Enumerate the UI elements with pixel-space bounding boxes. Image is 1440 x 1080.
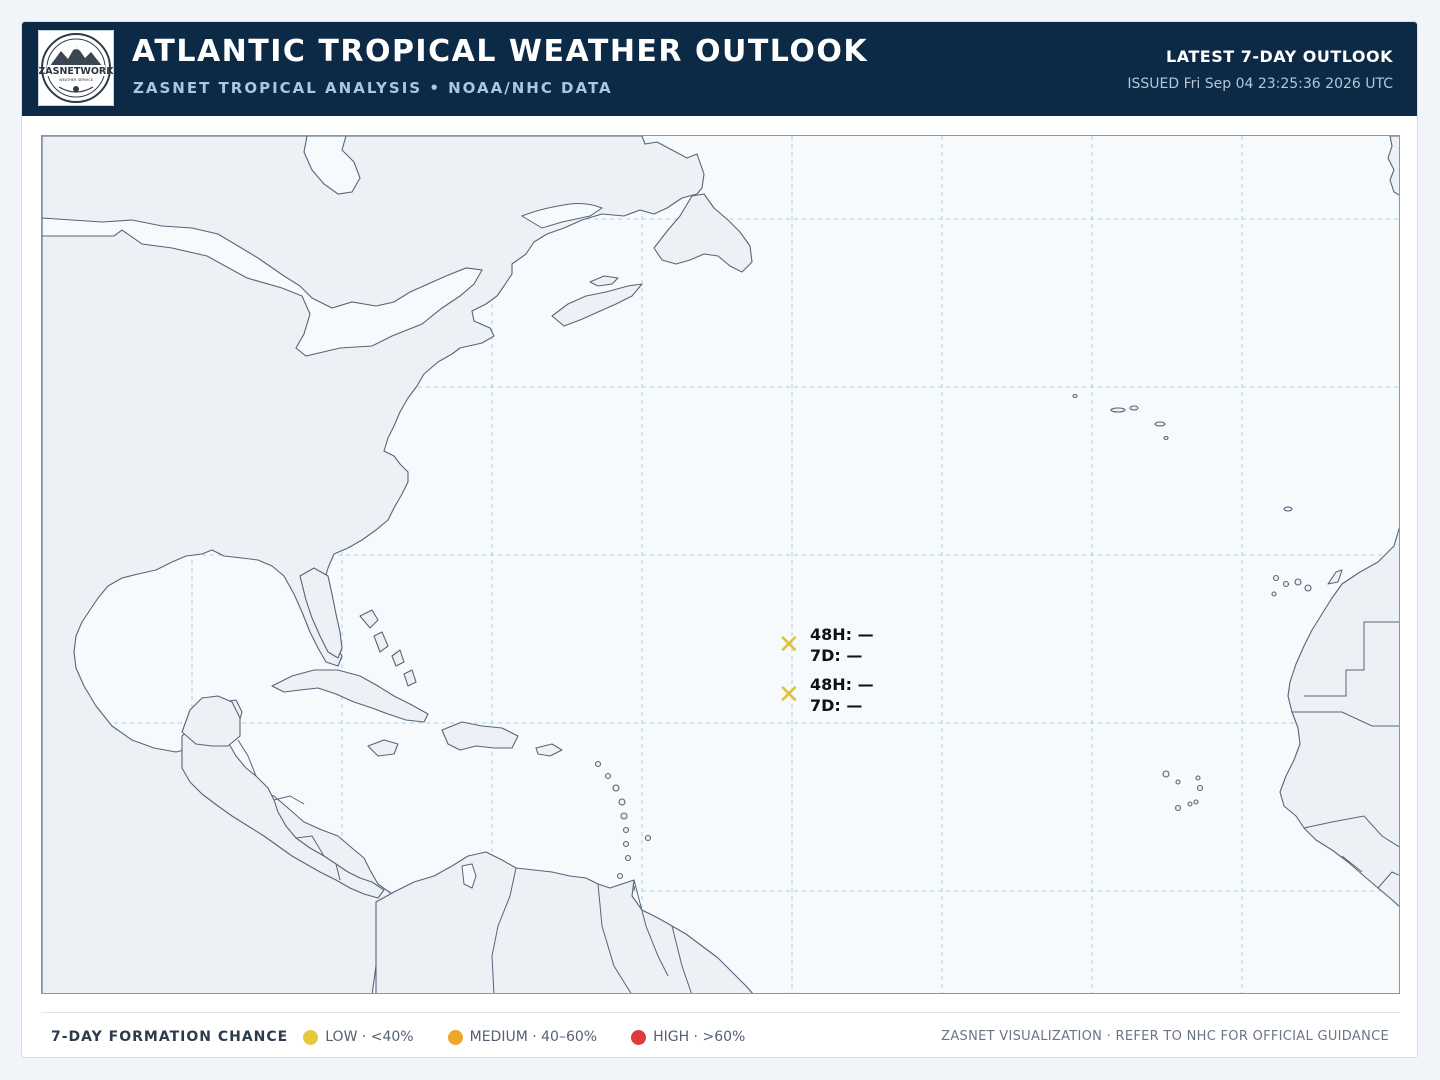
legend-item-high: HIGH · >60% xyxy=(631,1029,745,1045)
james-bay-water xyxy=(303,136,361,195)
nova-scotia xyxy=(551,283,643,327)
cuba-island xyxy=(271,669,429,723)
jamaica-island xyxy=(367,739,399,757)
legend-title: 7-DAY FORMATION CHANCE xyxy=(51,1029,289,1045)
disturbance-x-icon: ✕ xyxy=(778,680,800,710)
south-america-landmass xyxy=(375,851,753,993)
map-canvas xyxy=(42,136,1399,993)
legend-item-low: LOW · <40% xyxy=(303,1029,414,1045)
page-title: ATLANTIC TROPICAL WEATHER OUTLOOK xyxy=(132,34,869,69)
pei-island xyxy=(589,275,619,287)
disturbance-7d-chance: 7D: — xyxy=(810,646,863,665)
cape-verde-islands xyxy=(1162,770,1204,812)
low-chance-dot-icon xyxy=(303,1029,319,1045)
disturbance-7d-chance: 7D: — xyxy=(810,696,863,715)
header-bar: ZASNETWORK WEATHER SERVICE ATLANTIC TROP… xyxy=(22,22,1417,116)
legend-divider xyxy=(41,1012,1400,1013)
newfoundland-island xyxy=(653,193,753,273)
west-africa-landmass xyxy=(1279,526,1399,907)
west-africa-borders xyxy=(1292,621,1399,889)
madeira-island xyxy=(1283,506,1293,512)
disturbance-marker-2[interactable]: ✕ 48H: — 7D: — xyxy=(778,674,878,720)
medium-chance-dot-icon xyxy=(447,1029,463,1045)
canary-islands xyxy=(1271,569,1343,597)
st-lawrence-gulf xyxy=(520,203,604,229)
outlook-map[interactable]: ✕ 48H: — 7D: — ✕ 48H: — 7D: — xyxy=(41,135,1400,994)
outlook-period-label: LATEST 7-DAY OUTLOOK xyxy=(1166,47,1393,66)
central-america-borders xyxy=(237,739,341,881)
florida-peninsula xyxy=(299,567,343,659)
hudson-bay-water xyxy=(42,217,483,357)
disturbance-48h-chance: 48H: — xyxy=(810,625,874,644)
formation-chance-legend: 7-DAY FORMATION CHANCE LOW · <40% MEDIUM… xyxy=(51,1027,779,1047)
bahamas-islands xyxy=(359,609,417,687)
footer-disclaimer: ZASNET VISUALIZATION · REFER TO NHC FOR … xyxy=(941,1029,1389,1044)
hispaniola-island xyxy=(441,721,519,751)
zasnetwork-logo: ZASNETWORK WEATHER SERVICE xyxy=(38,30,114,106)
puerto-rico-island xyxy=(535,743,563,757)
issued-timestamp: ISSUED Fri Sep 04 23:25:36 2026 UTC xyxy=(1127,76,1393,92)
greenland-tip xyxy=(1387,136,1399,196)
disturbance-48h-chance: 48H: — xyxy=(810,675,874,694)
disturbance-x-icon: ✕ xyxy=(778,630,800,660)
legend-label-high: HIGH · >60% xyxy=(653,1029,746,1045)
disturbance-marker-1[interactable]: ✕ 48H: — 7D: — xyxy=(778,624,878,670)
south-america-borders xyxy=(491,867,692,993)
legend-label-medium: MEDIUM · 40–60% xyxy=(469,1029,598,1045)
page-subtitle: ZASNET TROPICAL ANALYSIS • NOAA/NHC DATA xyxy=(133,79,613,97)
high-chance-dot-icon xyxy=(631,1029,647,1045)
azores-islands xyxy=(1072,393,1169,441)
outlook-card: ZASNETWORK WEATHER SERVICE ATLANTIC TROP… xyxy=(21,21,1418,1058)
logo-subtext: WEATHER SERVICE xyxy=(59,78,94,82)
lake-maracaibo xyxy=(461,863,477,889)
yucatan-peninsula xyxy=(181,695,241,747)
legend-item-medium: MEDIUM · 40–60% xyxy=(447,1029,598,1045)
legend-label-low: LOW · <40% xyxy=(325,1029,414,1045)
north-america-landmass xyxy=(42,136,705,993)
logo-text: ZASNETWORK xyxy=(39,66,113,77)
central-america xyxy=(181,717,385,899)
